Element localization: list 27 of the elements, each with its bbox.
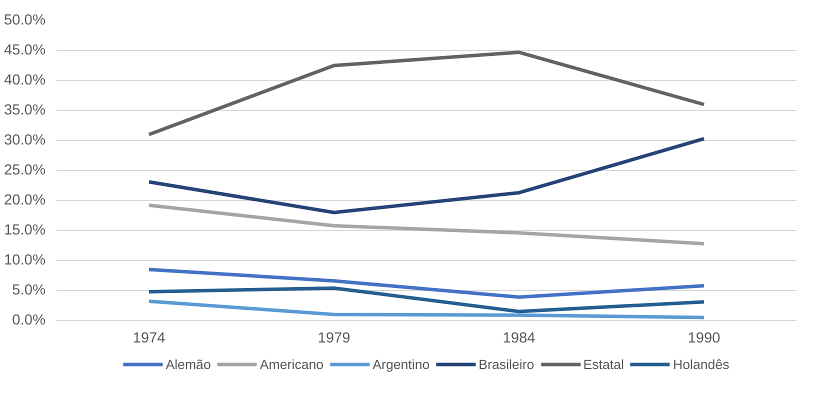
y-tick-label: 45.0% — [4, 42, 46, 58]
x-tick-label: 1984 — [502, 330, 536, 346]
line-series — [147, 136, 706, 214]
line-series — [147, 50, 706, 136]
y-tick-label: 40.0% — [4, 72, 46, 88]
legend-label: Argentino — [372, 356, 430, 372]
legend-label: Holandês — [672, 356, 730, 372]
y-tick-label: 30.0% — [4, 132, 46, 148]
x-tick-label: 1990 — [688, 330, 720, 346]
x-tick-label: 1974 — [132, 330, 166, 346]
y-tick-label: 35.0% — [4, 102, 46, 118]
y-tick-label: 10.0% — [4, 252, 46, 268]
y-tick-label: 50.0% — [4, 12, 46, 28]
legend-label: Estatal — [583, 356, 624, 372]
y-tick-label: 5.0% — [12, 282, 46, 298]
legend-label: Alemão — [166, 356, 211, 372]
y-tick-label: 15.0% — [4, 222, 46, 238]
line-series — [147, 268, 706, 299]
legend-label: Americano — [260, 356, 324, 372]
x-tick-label: 1979 — [318, 330, 350, 346]
line-series — [147, 300, 706, 320]
y-tick-label: 20.0% — [4, 192, 46, 208]
line-series — [147, 204, 706, 246]
y-tick-label: 25.0% — [4, 162, 46, 178]
legend-label: Brasileiro — [478, 356, 534, 372]
y-tick-label: 0.0% — [12, 312, 46, 328]
line-series — [147, 286, 706, 314]
